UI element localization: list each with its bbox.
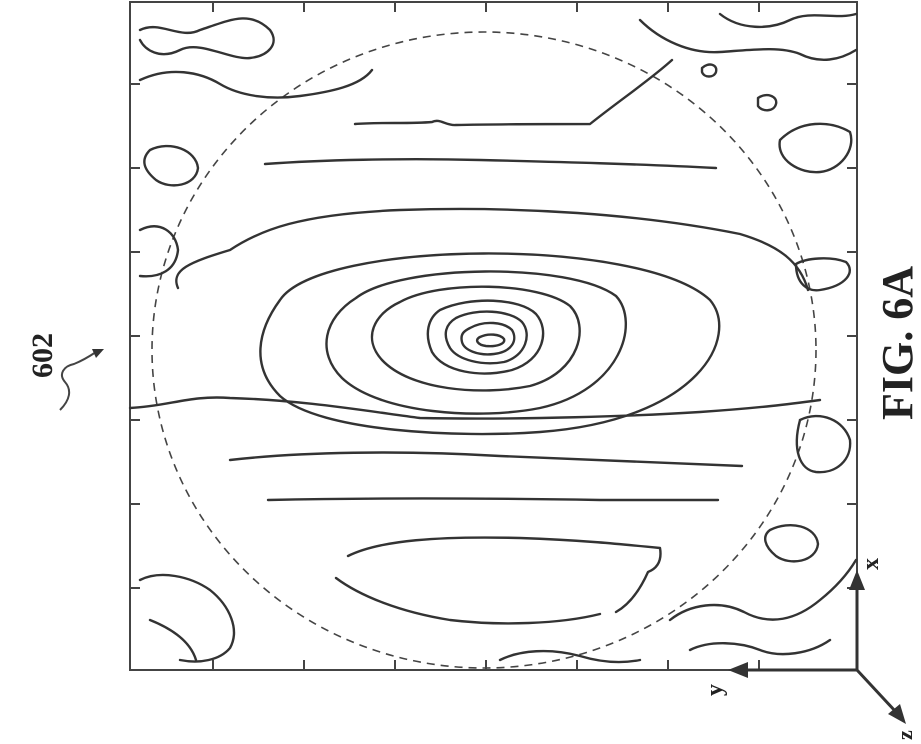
contour-ring-1: [475, 333, 506, 348]
edge-bottom-left: [138, 573, 236, 663]
edge-bottom-right-2: [688, 638, 832, 656]
edge-left-blob: [143, 144, 200, 187]
axis-y-label: y: [702, 684, 728, 696]
axis-z-arrowhead: [888, 704, 906, 724]
contour-ring-5: [370, 285, 581, 392]
contour-lower-1: [228, 451, 744, 468]
contour-lower-3: [346, 536, 662, 614]
central-contours: [259, 252, 721, 436]
horizontal-contours: [128, 58, 822, 625]
contour-ring-6: [325, 270, 627, 415]
edge-contours: [138, 12, 858, 664]
reference-leader-line: [59, 351, 97, 411]
edge-bottom-left-2: [148, 618, 198, 662]
axes-indicator: x y z: [702, 558, 917, 740]
edge-top-right-2: [718, 12, 858, 29]
axis-y-arrowhead: [728, 662, 748, 678]
edge-right-small: [756, 93, 778, 112]
figure-caption: FIG. 6A: [873, 266, 921, 420]
contour-ring-4: [426, 299, 545, 375]
edge-top-left: [138, 17, 275, 60]
edge-top-right: [638, 18, 858, 61]
contour-upper-3: [175, 207, 810, 292]
edge-left-lobe: [138, 225, 180, 278]
edge-bottom-center: [498, 649, 642, 664]
edge-right-lower: [795, 414, 852, 474]
contour-ring-3: [444, 310, 528, 365]
contour-lower-2: [266, 497, 720, 502]
edge-right-mid: [794, 257, 851, 292]
edge-right-blob: [778, 122, 853, 174]
plot-frame: [129, 1, 858, 671]
contour-lower-arc: [334, 576, 602, 625]
reference-leader-arrowhead: [92, 349, 104, 358]
edge-right-small-2: [700, 63, 718, 78]
dashed-boundary-circle: [151, 31, 817, 669]
frame-ticks: [130, 2, 857, 670]
axis-x-label: x: [858, 558, 884, 570]
reference-label-602: 602: [26, 333, 104, 411]
reference-number: 602: [26, 333, 59, 378]
edge-top-left-2: [138, 68, 374, 99]
edge-bottom-right-blob: [764, 523, 820, 563]
contour-ring-7: [259, 252, 721, 436]
axis-x-arrowhead: [849, 570, 865, 590]
contour-mid: [128, 396, 822, 420]
contour-upper-2: [263, 158, 718, 170]
contour-upper-1: [353, 58, 674, 127]
axis-z-line: [855, 668, 898, 714]
axis-z-label: z: [892, 730, 917, 740]
edge-bottom-right: [668, 558, 858, 622]
contour-ring-2: [460, 321, 516, 356]
